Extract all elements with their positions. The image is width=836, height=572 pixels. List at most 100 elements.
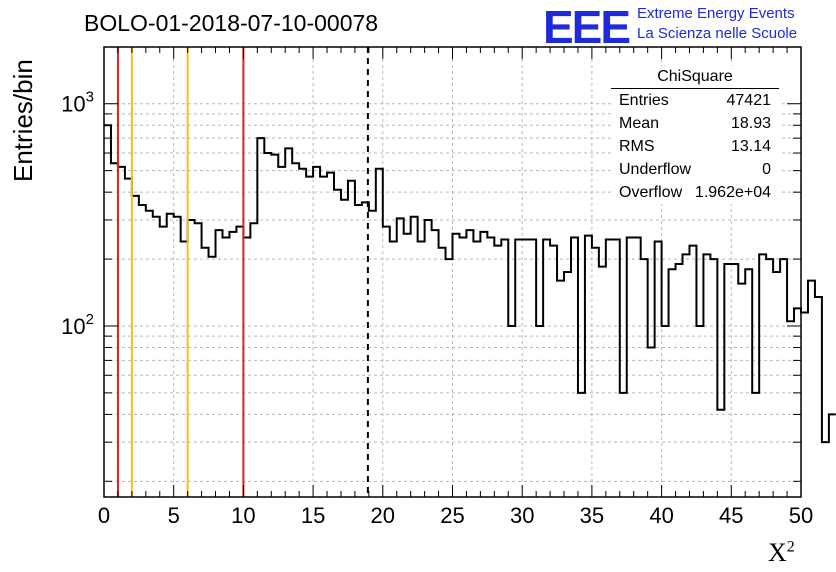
histogram-bin <box>508 326 515 497</box>
histogram-bin <box>571 238 578 497</box>
histogram-bin <box>480 232 487 497</box>
stats-row-mean: Mean 18.93 <box>611 112 779 135</box>
histogram-bin <box>759 254 766 497</box>
x-tick-label: 20 <box>371 503 395 528</box>
histogram-bin <box>257 138 264 497</box>
histogram-bin <box>641 259 648 497</box>
histogram-bin <box>355 205 362 497</box>
x-tick-label: 15 <box>301 503 325 528</box>
histogram-bin <box>585 236 592 497</box>
histogram-bin <box>606 239 613 497</box>
histogram-bin <box>557 281 564 497</box>
histogram-bin <box>634 238 641 497</box>
stats-label: RMS <box>619 138 655 155</box>
histogram-bin <box>613 239 620 497</box>
histogram-bin <box>167 214 174 497</box>
histogram-bin <box>773 272 780 497</box>
histogram-bin <box>710 259 717 497</box>
x-axis-label-base: X <box>768 538 787 567</box>
x-tick-label: 10 <box>231 503 255 528</box>
stats-row-overflow: Overflow 1.962e+04 <box>611 181 779 204</box>
histogram-bin <box>453 234 460 497</box>
stats-header: ChiSquare <box>611 66 779 89</box>
histogram-bin <box>306 177 313 497</box>
histogram-bin <box>494 246 501 497</box>
histogram-bin <box>236 227 243 497</box>
histogram-bin <box>536 326 543 497</box>
histogram-bin <box>522 239 529 497</box>
x-tick-label: 25 <box>440 503 464 528</box>
stats-row-underflow: Underflow 0 <box>611 158 779 181</box>
stats-row-rms: RMS 13.14 <box>611 135 779 158</box>
x-tick-label: 40 <box>649 503 673 528</box>
stats-value: 1.962e+04 <box>694 184 771 201</box>
histogram-bin <box>250 223 257 497</box>
histogram-bin <box>153 217 160 497</box>
stats-label: Mean <box>619 115 660 132</box>
stats-value: 47421 <box>726 92 772 109</box>
eee-logo: EEE <box>543 1 631 53</box>
histogram-bin <box>132 196 139 497</box>
histogram-bin <box>146 211 153 497</box>
histogram-bin <box>578 393 585 497</box>
chart-title: BOLO-01-2018-07-10-00078 <box>84 10 379 36</box>
histogram-bin <box>139 205 146 497</box>
histogram-bin <box>264 153 271 497</box>
histogram-bin <box>731 264 738 497</box>
histogram-bin <box>341 200 348 497</box>
histogram-bin <box>278 167 285 497</box>
histogram-bin <box>446 259 453 497</box>
y-axis-label: Entries/bin <box>8 59 38 182</box>
histogram-bin <box>111 163 118 497</box>
histogram-bin <box>327 173 334 497</box>
x-tick-label: 30 <box>510 503 534 528</box>
histogram-bin <box>515 239 522 497</box>
histogram-bin <box>655 241 662 497</box>
histogram-bin <box>724 264 731 497</box>
histogram-bin <box>683 254 690 497</box>
histogram-bin <box>348 181 355 497</box>
histogram-bin <box>216 230 223 497</box>
stats-label: Overflow <box>619 184 683 201</box>
histogram-bin <box>815 297 822 497</box>
histogram-bin <box>794 308 801 497</box>
histogram-bin <box>738 284 745 497</box>
histogram-bin <box>125 179 132 497</box>
histogram-bin <box>620 393 627 497</box>
histogram-bin <box>174 217 181 497</box>
histogram-bin <box>543 239 550 497</box>
histogram-bin <box>160 227 167 497</box>
histogram-bin <box>529 239 536 497</box>
stats-value: 13.14 <box>730 138 771 155</box>
eee-tagline-2: La Scienza nelle Scuole <box>637 25 798 42</box>
y-tick-label: 102 <box>61 311 94 339</box>
histogram-bin <box>320 177 327 497</box>
histogram-bin <box>829 414 836 497</box>
histogram-bin <box>243 238 250 497</box>
stats-value: 18.93 <box>730 115 771 132</box>
histogram-bin <box>390 241 397 497</box>
histogram-bin <box>383 227 390 497</box>
histogram-bin <box>676 264 683 497</box>
histogram-bin <box>459 238 466 497</box>
histogram-bin <box>801 312 808 497</box>
histogram-bin <box>627 238 634 497</box>
histogram-bin <box>425 220 432 497</box>
histogram-bin <box>376 169 383 497</box>
x-tick-label: 0 <box>98 503 110 528</box>
histogram-bin <box>752 393 759 497</box>
x-tick-label: 35 <box>580 503 604 528</box>
histogram-bin <box>662 326 669 497</box>
histogram-bin <box>703 254 710 497</box>
histogram-bin <box>334 190 341 497</box>
histogram-bin <box>466 230 473 497</box>
histogram-bin <box>808 281 815 497</box>
histogram-bin <box>202 248 209 497</box>
stats-box: ChiSquare Entries 47421 Mean 18.93 RMS 1… <box>611 66 779 204</box>
histogram-bin <box>222 238 229 497</box>
histogram-bin <box>648 348 655 497</box>
histogram-bin <box>313 167 320 497</box>
histogram-bin <box>564 272 571 497</box>
histogram-bin <box>285 148 292 497</box>
